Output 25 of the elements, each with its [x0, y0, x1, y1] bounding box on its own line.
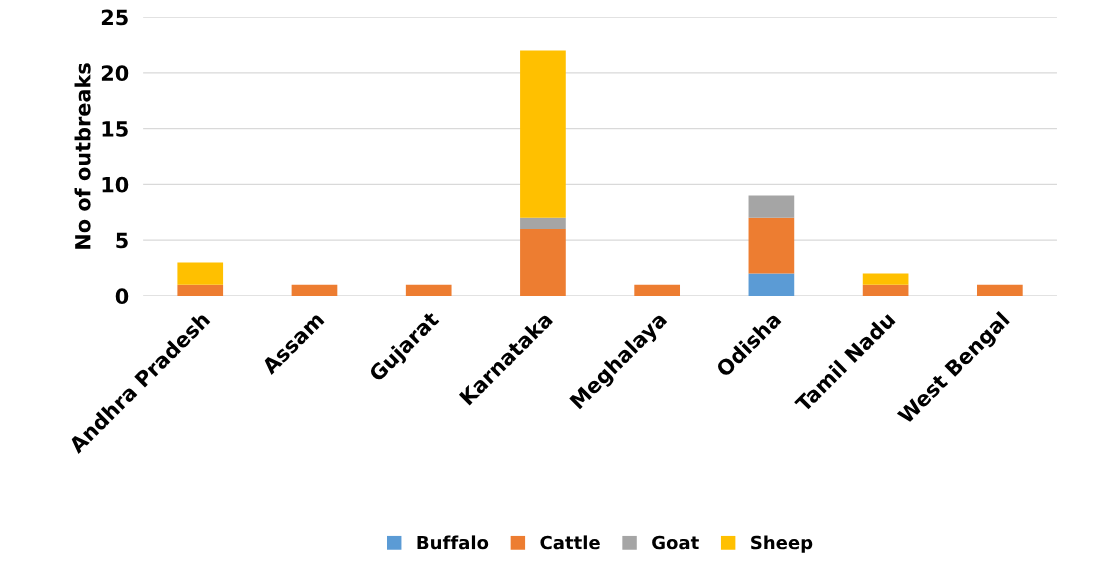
bar [748, 273, 795, 296]
legend-label: Buffalo [417, 535, 489, 550]
y-tick-label: 25 [101, 9, 128, 26]
bar [405, 284, 452, 296]
bar [520, 228, 566, 296]
bar [520, 50, 566, 218]
bar [177, 284, 224, 296]
bar [748, 195, 795, 218]
bar [862, 284, 909, 296]
legend-label: Goat [652, 535, 699, 550]
y-axis-title: No of outbreaks [74, 63, 91, 249]
bar [291, 284, 338, 296]
bar [177, 262, 224, 285]
y-tick-label: 10 [102, 176, 129, 193]
y-tick-label: 0 [115, 288, 129, 305]
bar [520, 217, 566, 229]
bar [977, 284, 1023, 296]
bar [862, 273, 909, 285]
bar [748, 217, 795, 274]
legend-label: Sheep [751, 535, 813, 553]
y-tick-label: 15 [102, 121, 128, 137]
y-tick-label: 5 [116, 232, 128, 249]
y-tick-label: 20 [101, 65, 129, 82]
bar [634, 284, 681, 296]
legend-label: Cattle [540, 535, 600, 550]
